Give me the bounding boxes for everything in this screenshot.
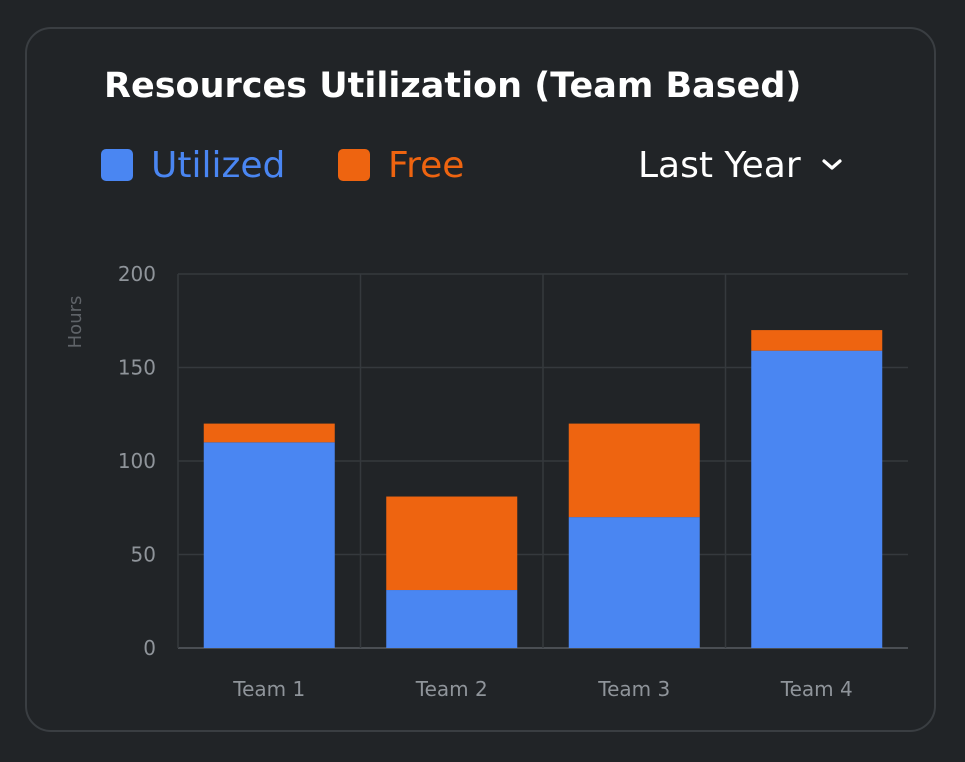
y-tick-label: 50: [131, 543, 156, 567]
y-tick-label: 150: [118, 356, 156, 380]
y-tick-label: 100: [118, 449, 156, 473]
x-tick-label: Team 2: [415, 677, 488, 701]
legend-label-free: Free: [388, 144, 465, 186]
x-tick-label: Team 3: [597, 677, 670, 701]
bar-utilized-team-2: [386, 590, 518, 648]
y-axis-title: Hours: [65, 296, 86, 349]
period-selected-label: Last Year: [638, 144, 801, 186]
legend-item-free[interactable]: Free: [338, 144, 465, 186]
bar-utilized-team-4: [751, 350, 883, 648]
chevron-down-icon[interactable]: [821, 158, 843, 172]
bar-free-team-2: [386, 496, 518, 591]
y-tick-label: 200: [118, 262, 156, 286]
y-tick-label: 0: [143, 636, 156, 660]
period-dropdown[interactable]: Last Year: [638, 142, 843, 188]
chart-title: Resources Utilization (Team Based): [104, 66, 802, 106]
legend-label-utilized: Utilized: [151, 144, 286, 186]
legend-swatch-free: [338, 149, 370, 181]
bar-free-team-3: [568, 423, 700, 518]
bar-free-team-1: [203, 423, 335, 443]
x-tick-label: Team 1: [232, 677, 305, 701]
bar-utilized-team-1: [203, 442, 335, 648]
legend-swatch-utilized: [101, 149, 133, 181]
legend-item-utilized[interactable]: Utilized: [101, 144, 286, 186]
bar-utilized-team-3: [568, 517, 700, 648]
x-tick-label: Team 4: [780, 677, 853, 701]
bar-free-team-4: [751, 330, 883, 351]
